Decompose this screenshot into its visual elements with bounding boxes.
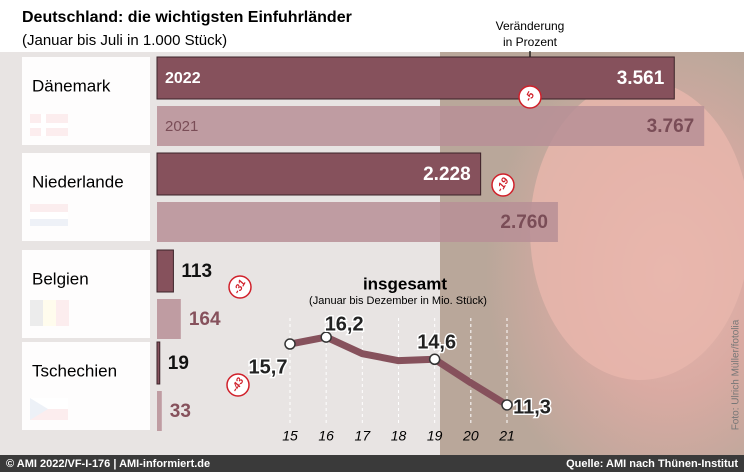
category-label: Tschechien: [32, 361, 117, 380]
category-label: Belgien: [32, 269, 89, 288]
value-label: 33: [170, 401, 191, 422]
x-tick-label: 16: [318, 428, 334, 444]
bar: [157, 299, 181, 339]
category-label: Niederlande: [32, 172, 124, 191]
point-label: 15,7: [249, 356, 288, 378]
x-tick-label: 18: [391, 428, 407, 444]
label-box: [22, 153, 150, 241]
bar: [157, 202, 558, 242]
inset-title: insgesamt: [363, 274, 447, 293]
subtitle: (Januar bis Juli in 1.000 Stück): [22, 32, 227, 49]
label-box: [22, 250, 150, 338]
x-tick-label: 19: [427, 428, 443, 444]
point-label: 11,3: [513, 396, 551, 418]
bar: [157, 250, 173, 292]
inset-subtitle: (Januar bis Dezember in Mio. Stück): [309, 295, 487, 307]
footer-left: © AMI 2022/VF-I-176 | AMI-informiert.de: [6, 458, 210, 470]
x-tick-label: 15: [282, 428, 298, 444]
footer-right: Quelle: AMI nach Thünen-Institut: [566, 458, 738, 470]
point-label: 14,6: [417, 332, 456, 354]
category-label: Dänemark: [32, 76, 111, 95]
x-tick-label: 20: [462, 428, 479, 444]
bar: [157, 57, 674, 99]
value-label: 3.561: [617, 68, 665, 89]
annotation: in Prozent: [503, 35, 558, 49]
x-tick-label: 17: [355, 428, 372, 444]
annotation: Veränderung: [496, 19, 565, 33]
point-label: 16,2: [325, 313, 364, 335]
series-label: 2021: [165, 118, 198, 135]
point: [285, 339, 295, 349]
series-label: 2022: [165, 70, 201, 87]
value-label: 2.760: [500, 212, 548, 233]
point: [502, 400, 512, 410]
value-label: 164: [189, 309, 221, 330]
point: [430, 354, 440, 364]
value-label: 2.228: [423, 164, 471, 185]
value-label: 113: [181, 261, 212, 282]
infographic: Deutschland: die wichtigsten Einfuhrländ…: [0, 0, 744, 472]
bar: [157, 106, 704, 146]
title: Deutschland: die wichtigsten Einfuhrländ…: [22, 9, 352, 26]
photo-credit: Foto: Ulrich Müller/fotolia: [731, 319, 742, 430]
label-box: [22, 57, 150, 145]
value-label: 19: [168, 353, 189, 374]
bar: [157, 391, 162, 431]
label-box: [22, 342, 150, 430]
x-tick-label: 21: [498, 428, 515, 444]
bar: [157, 342, 160, 384]
value-label: 3.767: [647, 116, 695, 137]
